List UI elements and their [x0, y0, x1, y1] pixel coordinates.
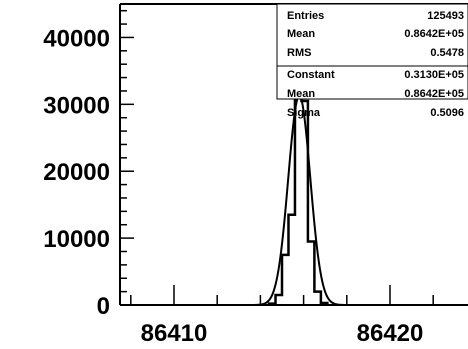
stats-value: 125493	[427, 10, 464, 22]
gaussian-fit-curve	[255, 94, 344, 306]
stats-value: 0.8642E+05	[404, 88, 464, 100]
x-tick-label: 86410	[141, 320, 208, 347]
stats-value: 0.5096	[430, 107, 464, 119]
stats-label: Mean	[287, 28, 315, 40]
stats-value: 0.3130E+05	[404, 69, 464, 81]
stats-box: Entries 125493 Mean 0.8642E+05 RMS 0.5478 Cons…	[276, 3, 468, 119]
stats-box-frame	[276, 3, 468, 100]
stats-label: Sigma	[287, 107, 321, 119]
stats-label: Mean	[287, 88, 315, 100]
y-axis-ticks	[120, 9, 134, 306]
stats-label: Entries	[287, 10, 324, 22]
x-tick-label: 86420	[357, 320, 424, 347]
stats-value: 0.5478	[430, 47, 464, 59]
stats-label: RMS	[287, 47, 311, 59]
x-axis-ticks	[130, 285, 434, 305]
stats-label: Constant	[287, 69, 335, 81]
y-tick-label: 0	[97, 293, 110, 320]
stats-value: 0.8642E+05	[404, 28, 464, 40]
x-axis-tick-labels: 86410 86420	[141, 320, 424, 347]
y-axis-tick-labels: 0 10000 20000 30000 40000	[43, 25, 110, 320]
y-tick-label: 10000	[43, 226, 110, 253]
y-tick-label: 20000	[43, 159, 110, 186]
y-tick-label: 40000	[43, 25, 110, 52]
y-tick-label: 30000	[43, 92, 110, 119]
